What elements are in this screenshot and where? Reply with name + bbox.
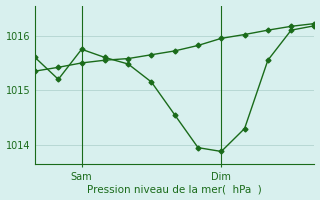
X-axis label: Pression niveau de la mer(  hPa  ): Pression niveau de la mer( hPa ): [87, 184, 262, 194]
